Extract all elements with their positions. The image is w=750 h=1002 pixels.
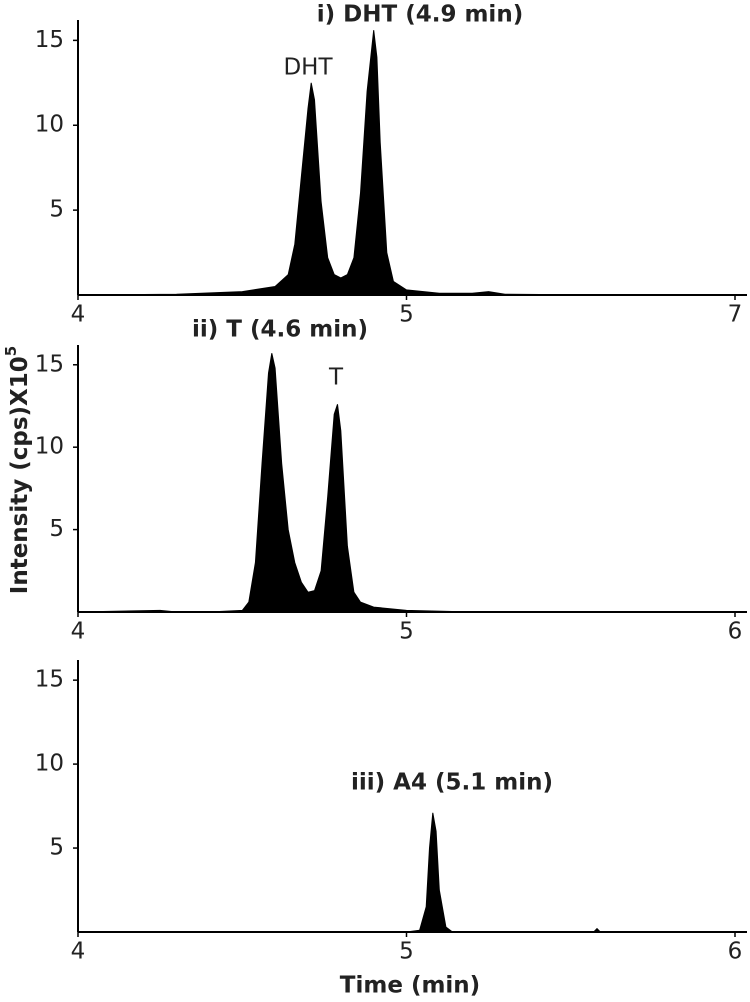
x-tick-label: 6 [728, 619, 743, 645]
y-tick-label: 10 [35, 751, 64, 777]
y-tick-label: 5 [49, 835, 64, 861]
y-tick-label: 10 [35, 112, 64, 138]
x-tick-label: 6 [728, 939, 743, 965]
x-tick-label: 4 [71, 939, 86, 965]
x-tick-label: 5 [399, 302, 414, 328]
y-tick-label: 15 [35, 351, 64, 377]
x-tick-label: 4 [71, 619, 86, 645]
panel-title: iii) A4 (5.1 min) [351, 770, 553, 796]
y-label-exponent: 5 [2, 346, 20, 356]
chromatogram-area [77, 353, 735, 613]
y-tick-label: 15 [35, 667, 64, 693]
x-axis-label: Time (min) [340, 973, 480, 999]
y-tick-label: 5 [49, 197, 64, 223]
peak-annotation: DHT [283, 55, 333, 81]
x-tick-label: 4 [71, 302, 86, 328]
peak-annotation: T [328, 365, 344, 391]
chromatogram-area [78, 812, 735, 933]
y-tick-label: 15 [35, 27, 64, 53]
x-tick-label: 7 [728, 302, 743, 328]
y-tick-label: 5 [49, 516, 64, 542]
x-tick-label: 5 [399, 619, 414, 645]
x-tick-label: 5 [399, 939, 414, 965]
y-axis-label: Intensity (cps)X105 [2, 346, 33, 594]
panel-title: i) DHT (4.9 min) [317, 2, 523, 28]
y-label-text: Intensity (cps)X10 [7, 356, 33, 594]
chromatogram-area [77, 30, 735, 296]
y-tick-label: 10 [35, 434, 64, 460]
panel-title: ii) T (4.6 min) [192, 317, 368, 343]
